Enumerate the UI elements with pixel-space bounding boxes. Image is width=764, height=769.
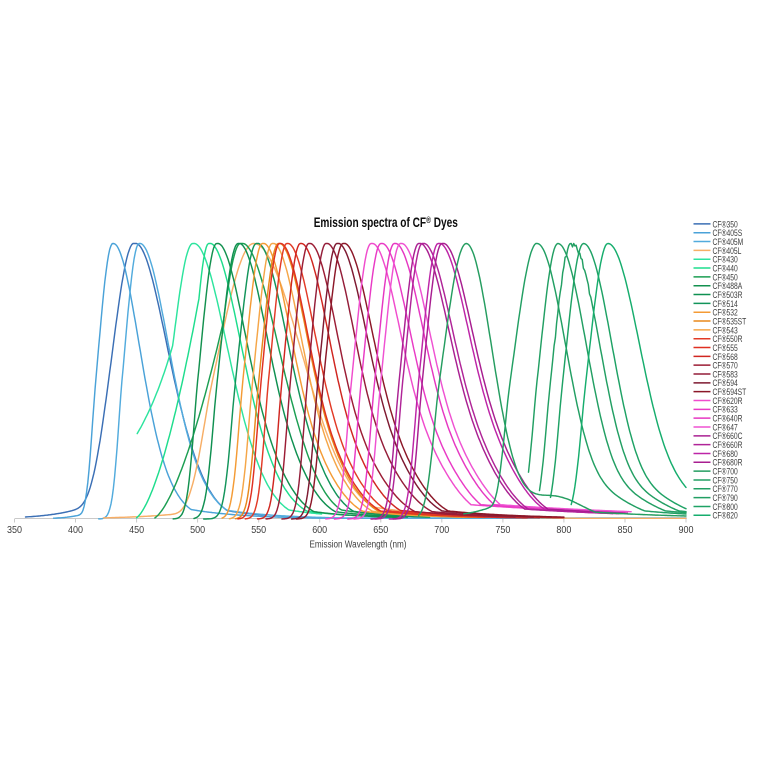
svg-text:700: 700 (434, 525, 449, 536)
svg-text:650: 650 (373, 525, 388, 536)
svg-text:600: 600 (312, 525, 327, 536)
svg-text:800: 800 (556, 525, 571, 536)
svg-text:CF®594ST: CF®594ST (713, 387, 747, 397)
svg-text:900: 900 (679, 525, 694, 536)
svg-text:CF®770: CF®770 (713, 484, 738, 494)
svg-text:CF®790: CF®790 (713, 493, 738, 503)
svg-text:CF®532: CF®532 (713, 308, 738, 318)
svg-text:CF®583: CF®583 (713, 369, 738, 379)
svg-text:CF®620R: CF®620R (713, 396, 743, 406)
svg-text:CF®430: CF®430 (713, 255, 738, 265)
svg-text:CF®514: CF®514 (713, 299, 738, 309)
svg-text:CF®503R: CF®503R (713, 290, 743, 300)
svg-text:CF®800: CF®800 (713, 502, 738, 512)
svg-text:CF®570: CF®570 (713, 361, 738, 371)
svg-text:CF®568: CF®568 (713, 352, 738, 362)
svg-text:CF®750: CF®750 (713, 475, 738, 485)
svg-text:CF®405M: CF®405M (713, 237, 744, 247)
svg-text:CF®680R: CF®680R (713, 458, 743, 468)
svg-text:CF®820: CF®820 (713, 511, 738, 521)
svg-text:750: 750 (495, 525, 510, 536)
svg-text:CF®440: CF®440 (713, 263, 738, 273)
svg-text:CF®550R: CF®550R (713, 334, 743, 344)
svg-text:CF®555: CF®555 (713, 343, 738, 353)
svg-text:CF®647: CF®647 (713, 422, 738, 432)
svg-text:850: 850 (618, 525, 633, 536)
svg-text:CF®660C: CF®660C (713, 431, 743, 441)
svg-text:CF®680: CF®680 (713, 449, 738, 459)
svg-text:CF®405L: CF®405L (713, 246, 742, 256)
svg-text:CF®405S: CF®405S (713, 228, 743, 238)
svg-text:CF®535ST: CF®535ST (713, 316, 747, 326)
svg-text:CF®640R: CF®640R (713, 414, 743, 424)
svg-text:350: 350 (7, 525, 22, 536)
svg-text:450: 450 (129, 525, 144, 536)
svg-text:CF®543: CF®543 (713, 325, 738, 335)
svg-text:Emission spectra of CF® Dyes: Emission spectra of CF® Dyes (314, 214, 458, 230)
svg-text:CF®633: CF®633 (713, 405, 738, 415)
svg-text:400: 400 (68, 525, 83, 536)
svg-text:CF®450: CF®450 (713, 272, 738, 282)
svg-text:Emission Wavelength (nm): Emission Wavelength (nm) (310, 539, 407, 550)
svg-text:CF®488A: CF®488A (713, 281, 743, 291)
svg-text:CF®660R: CF®660R (713, 440, 743, 450)
svg-text:CF®350: CF®350 (713, 219, 738, 229)
svg-text:500: 500 (190, 525, 205, 536)
svg-text:CF®700: CF®700 (713, 467, 738, 477)
svg-text:CF®594: CF®594 (713, 378, 738, 388)
svg-text:550: 550 (251, 525, 266, 536)
